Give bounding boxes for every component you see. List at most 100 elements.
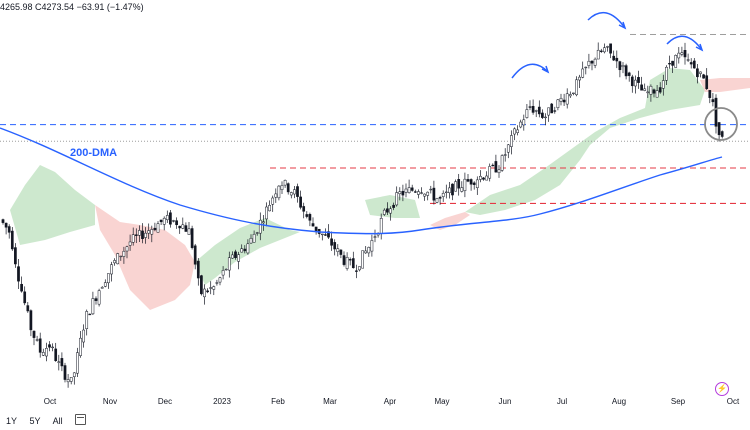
- x-axis: Oct Nov Dec 2023 Feb Mar Apr May Jun Jul Aug Sep Oct: [44, 397, 740, 406]
- candle-body: [153, 227, 157, 231]
- candle-body: [624, 65, 628, 77]
- candle-body: [26, 305, 30, 312]
- candle-body: [572, 92, 575, 95]
- candle-body: [655, 90, 659, 98]
- candle-body: [141, 230, 144, 239]
- candle-body: [1, 219, 5, 223]
- candle-body: [286, 183, 290, 193]
- range-5y-button[interactable]: 5Y: [29, 416, 41, 426]
- candle-body: [454, 181, 457, 192]
- candle-body: [193, 245, 197, 265]
- candle-body: [634, 79, 637, 87]
- candle-body: [91, 298, 95, 315]
- candle-body: [547, 107, 550, 116]
- candle-body: [138, 230, 141, 236]
- candle-body: [448, 187, 451, 194]
- candle-body: [528, 106, 532, 108]
- cloud-segment: [700, 78, 750, 92]
- candle-body: [134, 234, 138, 236]
- candle-body: [122, 250, 126, 257]
- candle-body: [200, 275, 203, 295]
- candle-body: [246, 243, 250, 254]
- candle-body: [488, 166, 492, 179]
- candle-body: [457, 179, 461, 189]
- candle-body: [413, 191, 417, 193]
- candle-body: [674, 55, 678, 68]
- candle-body: [621, 65, 625, 68]
- candle-body: [370, 240, 374, 252]
- candle-body: [181, 224, 185, 229]
- candle-body: [426, 191, 430, 196]
- candle-body: [268, 205, 271, 212]
- candle-body: [196, 260, 200, 279]
- candle-body: [429, 188, 433, 191]
- candle-body: [500, 155, 504, 171]
- range-1y-button[interactable]: 1Y: [6, 416, 18, 426]
- candle-body: [683, 50, 687, 58]
- candle-body: [345, 257, 349, 269]
- candle-body: [159, 219, 163, 223]
- candle-body: [472, 182, 476, 185]
- x-tick-label: Dec: [158, 397, 172, 406]
- candle-body: [221, 270, 225, 276]
- candle-body: [305, 214, 309, 217]
- candle-body: [717, 122, 721, 136]
- candle-body: [398, 191, 402, 195]
- candle-body: [231, 254, 234, 259]
- candle-body: [289, 192, 293, 196]
- candle-body: [401, 190, 405, 196]
- candle-body: [531, 106, 535, 113]
- candle-body: [76, 352, 79, 374]
- candle-body: [410, 187, 414, 191]
- candle-body: [351, 258, 355, 269]
- candle-body: [103, 282, 107, 287]
- arc-arrow: [587, 11, 626, 29]
- candle-body: [57, 361, 61, 363]
- candle-body: [382, 209, 386, 215]
- candle-body: [559, 97, 563, 102]
- candle-body: [630, 76, 634, 87]
- candle-body: [668, 63, 671, 65]
- candle-body: [575, 79, 578, 96]
- candle-body: [550, 103, 554, 114]
- candle-body: [119, 255, 123, 258]
- candle-body: [686, 59, 690, 61]
- candle-body: [296, 186, 299, 197]
- candle-body: [565, 93, 569, 105]
- candle-body: [23, 291, 27, 304]
- candle-body: [243, 248, 247, 252]
- candle-body: [38, 338, 42, 353]
- candle-body: [184, 225, 188, 232]
- candle-body: [79, 337, 82, 356]
- candle-body: [590, 60, 594, 64]
- candle-body: [35, 339, 39, 341]
- candle-body: [708, 90, 712, 98]
- candle-body: [444, 191, 448, 193]
- candle-body: [203, 288, 206, 298]
- candle-body: [661, 80, 665, 89]
- candle-body: [373, 236, 377, 238]
- range-all-button[interactable]: All: [52, 416, 63, 426]
- breakdown-circle: [704, 107, 738, 141]
- candle-body: [581, 68, 585, 78]
- x-tick-label: Mar: [323, 397, 337, 406]
- candle-body: [358, 266, 361, 271]
- candle-body: [643, 88, 647, 91]
- candle-body: [451, 183, 454, 196]
- candle-body: [466, 179, 470, 182]
- candle-body: [280, 185, 284, 190]
- x-tick-label: Feb: [271, 397, 285, 406]
- candle-body: [175, 220, 178, 226]
- candle-body: [215, 282, 219, 284]
- calendar-icon[interactable]: [75, 414, 87, 425]
- ichimoku-cloud: [10, 68, 750, 310]
- arrow-head: [695, 43, 704, 52]
- candle-body: [314, 226, 318, 232]
- candle-body: [438, 197, 442, 199]
- candle-body: [525, 109, 529, 118]
- candle-body: [224, 268, 228, 271]
- lightning-icon[interactable]: ⚡: [715, 382, 729, 396]
- candle-body: [696, 68, 699, 78]
- candle-body: [187, 228, 191, 235]
